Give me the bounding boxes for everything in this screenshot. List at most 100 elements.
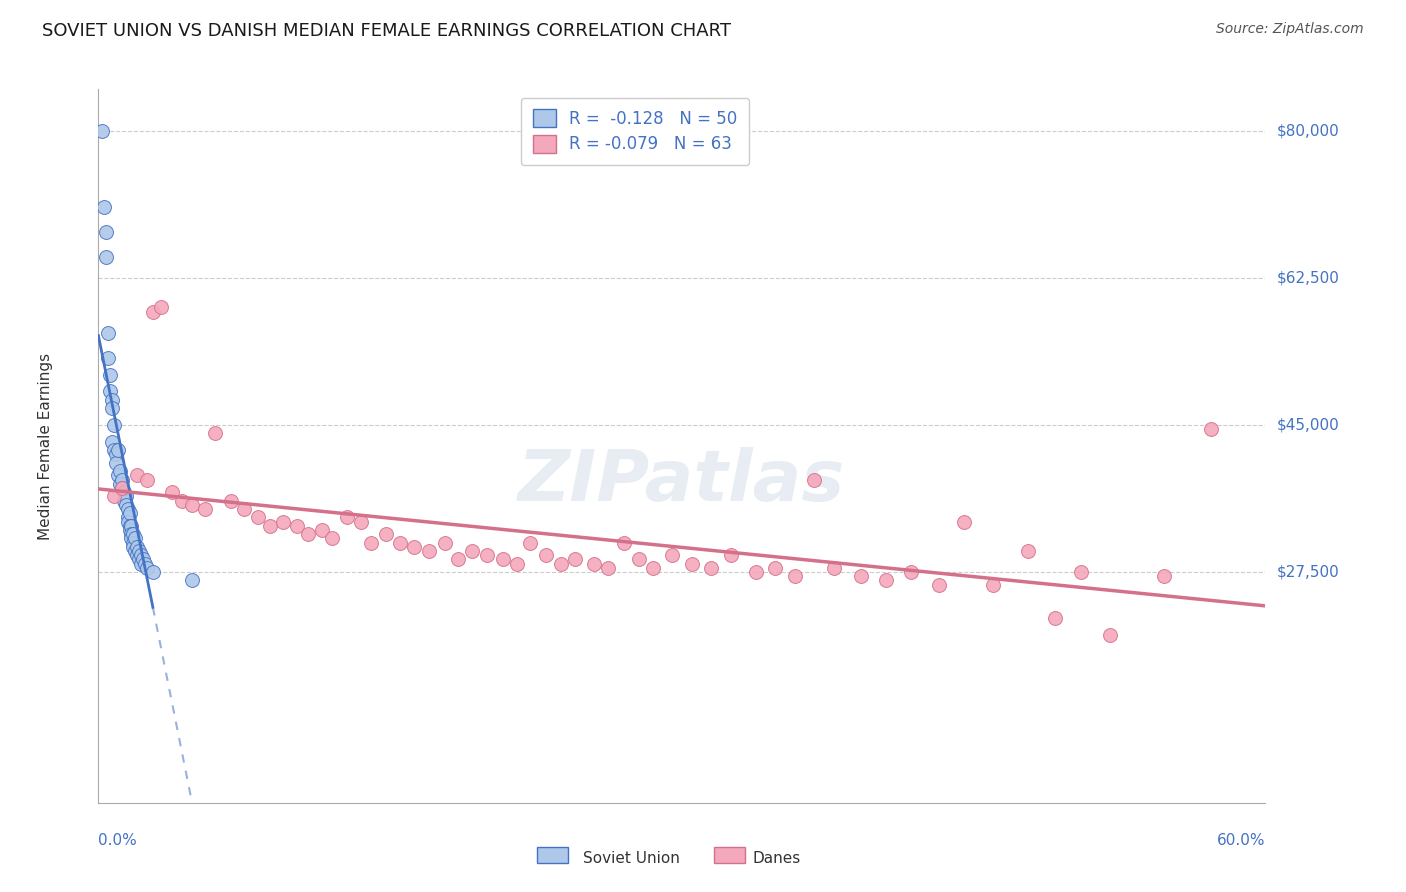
Point (132, 552, 155, 566)
Point (127, 548, 149, 562)
Point (108, 476, 131, 491)
Point (418, 544, 440, 558)
Text: $62,500: $62,500 (1277, 270, 1340, 285)
Point (127, 468, 149, 483)
Point (360, 535, 382, 549)
Point (114, 498, 136, 512)
Point (271, 515, 294, 529)
Point (681, 557, 703, 571)
Point (233, 502, 256, 516)
Point (953, 515, 976, 529)
Point (101, 401, 124, 416)
Point (103, 443, 125, 458)
Text: 60.0%: 60.0% (1218, 833, 1265, 848)
Legend: R =  -0.128   N = 50, R = -0.079   N = 63: R = -0.128 N = 50, R = -0.079 N = 63 (522, 97, 749, 165)
Point (104, 447, 127, 461)
Point (628, 552, 651, 566)
Point (149, 301, 172, 315)
Point (103, 417, 125, 432)
Point (519, 535, 541, 549)
Point (136, 473, 159, 487)
Point (170, 493, 193, 508)
Point (121, 532, 143, 546)
Point (108, 464, 131, 478)
Point (97, 351, 120, 365)
Point (114, 489, 136, 503)
Point (720, 548, 742, 562)
Point (124, 544, 146, 558)
Point (111, 481, 134, 495)
Text: SOVIET UNION VS DANISH MEDIAN FEMALE EARNINGS CORRELATION CHART: SOVIET UNION VS DANISH MEDIAN FEMALE EAR… (42, 22, 731, 40)
Point (534, 548, 557, 562)
Point (596, 560, 619, 574)
Point (194, 502, 217, 516)
Point (104, 456, 127, 470)
Text: Danes: Danes (752, 852, 800, 866)
Point (297, 527, 319, 541)
Point (433, 535, 456, 549)
Point (204, 426, 226, 441)
Point (350, 515, 373, 529)
Point (1098, 628, 1121, 642)
Point (583, 557, 606, 571)
Text: ZIPatlas: ZIPatlas (519, 447, 845, 516)
Point (134, 557, 156, 571)
Point (564, 552, 586, 566)
Point (402, 540, 425, 554)
Point (336, 510, 359, 524)
Point (875, 574, 897, 588)
Point (823, 560, 845, 574)
Point (96, 225, 118, 239)
Point (1045, 611, 1067, 625)
Text: $27,500: $27,500 (1277, 565, 1340, 580)
Point (101, 434, 124, 449)
Point (121, 527, 143, 541)
Text: 0.0%: 0.0% (98, 833, 138, 848)
Point (1017, 544, 1039, 558)
Text: Median Female Earnings: Median Female Earnings (38, 352, 53, 540)
Point (641, 560, 664, 574)
Point (900, 565, 922, 579)
Point (388, 535, 411, 549)
Point (928, 577, 950, 591)
Point (122, 540, 145, 554)
Point (129, 548, 152, 562)
Text: Soviet Union: Soviet Union (583, 852, 681, 866)
Point (121, 518, 143, 533)
Point (285, 518, 308, 533)
Point (111, 473, 134, 487)
Point (763, 560, 786, 574)
Point (124, 532, 146, 546)
Point (107, 468, 129, 483)
Point (1199, 422, 1222, 436)
Point (117, 515, 139, 529)
Point (127, 540, 149, 554)
Point (311, 523, 333, 537)
Point (219, 493, 242, 508)
Point (550, 557, 572, 571)
Point (128, 552, 150, 566)
Point (803, 473, 825, 487)
Point (613, 535, 636, 549)
Point (700, 560, 723, 574)
Point (661, 548, 683, 562)
Point (180, 574, 202, 588)
Point (981, 577, 1004, 591)
Point (122, 535, 145, 549)
Point (849, 569, 872, 583)
Point (142, 565, 165, 579)
Point (375, 527, 398, 541)
Point (321, 532, 343, 546)
Point (117, 510, 139, 524)
Point (91, 124, 114, 138)
Point (112, 493, 135, 508)
Point (162, 485, 184, 500)
Point (118, 506, 141, 520)
Point (97, 326, 120, 340)
Point (98, 384, 121, 399)
Text: $80,000: $80,000 (1277, 124, 1340, 138)
Text: $45,000: $45,000 (1277, 417, 1340, 433)
Point (745, 565, 768, 579)
Point (117, 502, 139, 516)
Point (103, 489, 125, 503)
